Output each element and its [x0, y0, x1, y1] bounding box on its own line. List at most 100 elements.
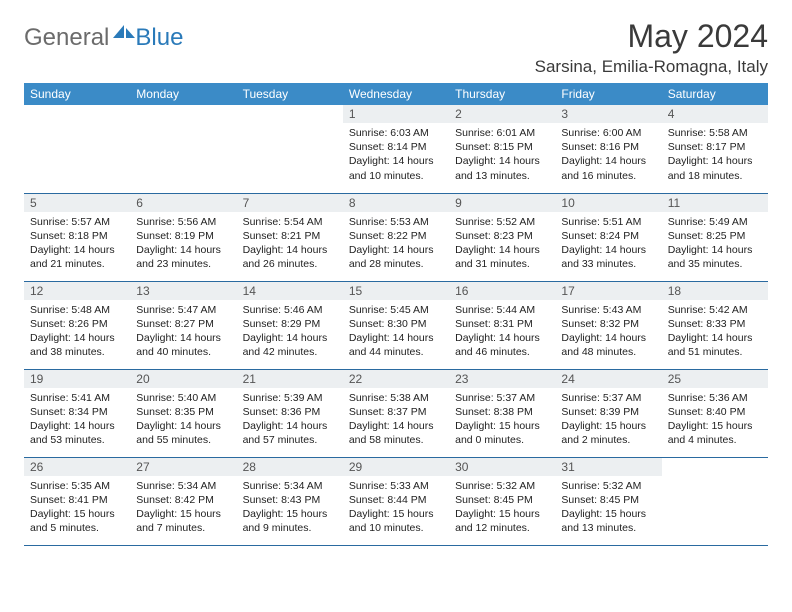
sunset-text: Sunset: 8:42 PM	[136, 493, 230, 507]
daylight-text: Daylight: 14 hours and 51 minutes.	[668, 331, 762, 359]
calendar-day-cell	[662, 457, 768, 545]
day-number: 21	[237, 370, 343, 388]
sunset-text: Sunset: 8:33 PM	[668, 317, 762, 331]
calendar-day-cell: 24Sunrise: 5:37 AMSunset: 8:39 PMDayligh…	[555, 369, 661, 457]
calendar-day-cell: 2Sunrise: 6:01 AMSunset: 8:15 PMDaylight…	[449, 105, 555, 193]
day-number: 5	[24, 194, 130, 212]
sunrise-text: Sunrise: 5:34 AM	[136, 479, 230, 493]
day-number: 9	[449, 194, 555, 212]
month-title: May 2024	[535, 18, 768, 55]
day-number: 8	[343, 194, 449, 212]
sunset-text: Sunset: 8:17 PM	[668, 140, 762, 154]
day-details: Sunrise: 5:49 AMSunset: 8:25 PMDaylight:…	[662, 212, 768, 276]
sunrise-text: Sunrise: 5:43 AM	[561, 303, 655, 317]
daylight-text: Daylight: 15 hours and 12 minutes.	[455, 507, 549, 535]
sunset-text: Sunset: 8:30 PM	[349, 317, 443, 331]
day-number: 30	[449, 458, 555, 476]
daylight-text: Daylight: 15 hours and 13 minutes.	[561, 507, 655, 535]
day-number: 12	[24, 282, 130, 300]
day-details: Sunrise: 6:03 AMSunset: 8:14 PMDaylight:…	[343, 123, 449, 187]
day-details: Sunrise: 5:58 AMSunset: 8:17 PMDaylight:…	[662, 123, 768, 187]
day-details: Sunrise: 6:01 AMSunset: 8:15 PMDaylight:…	[449, 123, 555, 187]
day-number: 19	[24, 370, 130, 388]
day-details: Sunrise: 5:33 AMSunset: 8:44 PMDaylight:…	[343, 476, 449, 540]
weekday-header: Monday	[130, 83, 236, 105]
calendar-day-cell: 19Sunrise: 5:41 AMSunset: 8:34 PMDayligh…	[24, 369, 130, 457]
day-details: Sunrise: 5:35 AMSunset: 8:41 PMDaylight:…	[24, 476, 130, 540]
sunset-text: Sunset: 8:14 PM	[349, 140, 443, 154]
daylight-text: Daylight: 14 hours and 26 minutes.	[243, 243, 337, 271]
sunset-text: Sunset: 8:18 PM	[30, 229, 124, 243]
daylight-text: Daylight: 14 hours and 21 minutes.	[30, 243, 124, 271]
day-number: 26	[24, 458, 130, 476]
day-details: Sunrise: 5:53 AMSunset: 8:22 PMDaylight:…	[343, 212, 449, 276]
day-details: Sunrise: 5:46 AMSunset: 8:29 PMDaylight:…	[237, 300, 343, 364]
day-details: Sunrise: 5:40 AMSunset: 8:35 PMDaylight:…	[130, 388, 236, 452]
sunset-text: Sunset: 8:24 PM	[561, 229, 655, 243]
daylight-text: Daylight: 14 hours and 10 minutes.	[349, 154, 443, 182]
calendar-day-cell	[237, 105, 343, 193]
daylight-text: Daylight: 14 hours and 38 minutes.	[30, 331, 124, 359]
day-details: Sunrise: 5:41 AMSunset: 8:34 PMDaylight:…	[24, 388, 130, 452]
day-number: 22	[343, 370, 449, 388]
brand-general: General	[24, 24, 109, 52]
sunrise-text: Sunrise: 5:33 AM	[349, 479, 443, 493]
sunset-text: Sunset: 8:21 PM	[243, 229, 337, 243]
calendar-week-row: 12Sunrise: 5:48 AMSunset: 8:26 PMDayligh…	[24, 281, 768, 369]
brand-blue: Blue	[135, 24, 183, 52]
sunrise-text: Sunrise: 5:39 AM	[243, 391, 337, 405]
calendar-day-cell: 15Sunrise: 5:45 AMSunset: 8:30 PMDayligh…	[343, 281, 449, 369]
day-number: 25	[662, 370, 768, 388]
day-details: Sunrise: 5:47 AMSunset: 8:27 PMDaylight:…	[130, 300, 236, 364]
sunrise-text: Sunrise: 5:52 AM	[455, 215, 549, 229]
daylight-text: Daylight: 14 hours and 40 minutes.	[136, 331, 230, 359]
day-details: Sunrise: 5:37 AMSunset: 8:38 PMDaylight:…	[449, 388, 555, 452]
calendar-day-cell: 11Sunrise: 5:49 AMSunset: 8:25 PMDayligh…	[662, 193, 768, 281]
day-number: 1	[343, 105, 449, 123]
calendar-day-cell: 10Sunrise: 5:51 AMSunset: 8:24 PMDayligh…	[555, 193, 661, 281]
daylight-text: Daylight: 14 hours and 18 minutes.	[668, 154, 762, 182]
day-number: 27	[130, 458, 236, 476]
sunset-text: Sunset: 8:23 PM	[455, 229, 549, 243]
sunset-text: Sunset: 8:45 PM	[561, 493, 655, 507]
day-details: Sunrise: 5:34 AMSunset: 8:42 PMDaylight:…	[130, 476, 236, 540]
day-number: 23	[449, 370, 555, 388]
sunset-text: Sunset: 8:44 PM	[349, 493, 443, 507]
day-details: Sunrise: 5:32 AMSunset: 8:45 PMDaylight:…	[449, 476, 555, 540]
sunrise-text: Sunrise: 5:42 AM	[668, 303, 762, 317]
sunrise-text: Sunrise: 6:03 AM	[349, 126, 443, 140]
sunset-text: Sunset: 8:37 PM	[349, 405, 443, 419]
day-details: Sunrise: 5:42 AMSunset: 8:33 PMDaylight:…	[662, 300, 768, 364]
sunrise-text: Sunrise: 5:56 AM	[136, 215, 230, 229]
day-number: 7	[237, 194, 343, 212]
title-block: May 2024 Sarsina, Emilia-Romagna, Italy	[535, 18, 768, 77]
day-details: Sunrise: 5:56 AMSunset: 8:19 PMDaylight:…	[130, 212, 236, 276]
day-details: Sunrise: 5:57 AMSunset: 8:18 PMDaylight:…	[24, 212, 130, 276]
sunset-text: Sunset: 8:39 PM	[561, 405, 655, 419]
sunrise-text: Sunrise: 5:48 AM	[30, 303, 124, 317]
day-details: Sunrise: 5:45 AMSunset: 8:30 PMDaylight:…	[343, 300, 449, 364]
sunset-text: Sunset: 8:26 PM	[30, 317, 124, 331]
daylight-text: Daylight: 15 hours and 7 minutes.	[136, 507, 230, 535]
day-details: Sunrise: 5:54 AMSunset: 8:21 PMDaylight:…	[237, 212, 343, 276]
sunrise-text: Sunrise: 5:47 AM	[136, 303, 230, 317]
sunset-text: Sunset: 8:15 PM	[455, 140, 549, 154]
day-details: Sunrise: 5:51 AMSunset: 8:24 PMDaylight:…	[555, 212, 661, 276]
day-number: 4	[662, 105, 768, 123]
sunrise-text: Sunrise: 5:32 AM	[561, 479, 655, 493]
calendar-day-cell	[24, 105, 130, 193]
day-number: 11	[662, 194, 768, 212]
day-details: Sunrise: 5:32 AMSunset: 8:45 PMDaylight:…	[555, 476, 661, 540]
day-details: Sunrise: 5:34 AMSunset: 8:43 PMDaylight:…	[237, 476, 343, 540]
page-header: General Blue May 2024 Sarsina, Emilia-Ro…	[24, 18, 768, 77]
calendar-week-row: 19Sunrise: 5:41 AMSunset: 8:34 PMDayligh…	[24, 369, 768, 457]
calendar-day-cell: 16Sunrise: 5:44 AMSunset: 8:31 PMDayligh…	[449, 281, 555, 369]
sunrise-text: Sunrise: 5:49 AM	[668, 215, 762, 229]
calendar-day-cell: 23Sunrise: 5:37 AMSunset: 8:38 PMDayligh…	[449, 369, 555, 457]
sunrise-text: Sunrise: 5:36 AM	[668, 391, 762, 405]
sunrise-text: Sunrise: 5:41 AM	[30, 391, 124, 405]
day-number: 10	[555, 194, 661, 212]
day-number: 13	[130, 282, 236, 300]
sunrise-text: Sunrise: 5:37 AM	[455, 391, 549, 405]
calendar-day-cell: 20Sunrise: 5:40 AMSunset: 8:35 PMDayligh…	[130, 369, 236, 457]
